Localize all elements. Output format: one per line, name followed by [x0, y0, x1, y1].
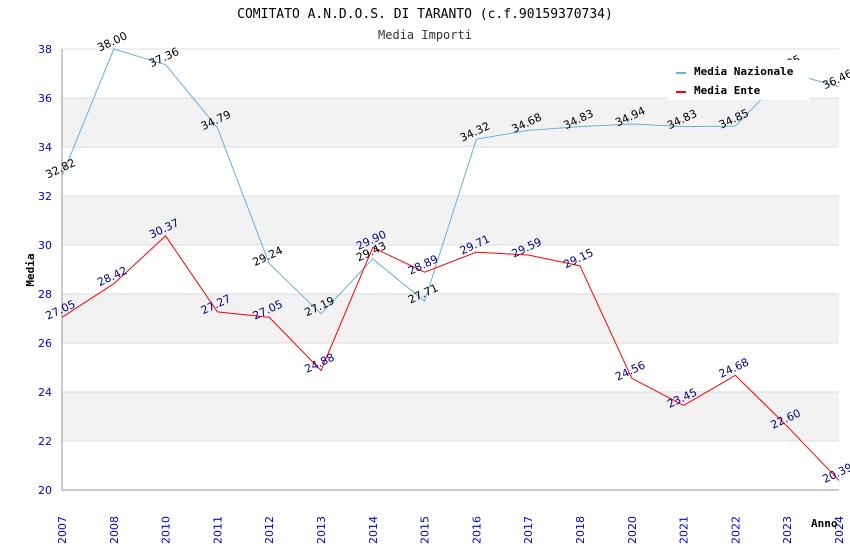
grid-band [62, 343, 839, 392]
legend: Media Nazionale Media Ente [668, 60, 809, 100]
chart-subtitle: Media Importi [378, 28, 472, 42]
x-tick-label: 2008 [108, 516, 121, 544]
y-tick-label: 36 [38, 92, 52, 105]
y-tick-label: 28 [38, 288, 52, 301]
grid-band [62, 441, 839, 490]
x-tick-label: 2017 [522, 516, 535, 544]
series-lines [61, 48, 840, 481]
x-tick-label: 2020 [626, 516, 639, 544]
y-tick-label: 30 [38, 239, 52, 252]
x-tick-label: 2014 [367, 516, 380, 544]
y-tick-label: 22 [38, 435, 52, 448]
x-tick-label: 2007 [56, 516, 69, 544]
x-tick-label: 2011 [211, 516, 224, 544]
x-tick-label: 2012 [263, 516, 276, 544]
x-tick-label: 2024 [833, 516, 846, 544]
y-tick-label: 34 [38, 141, 52, 154]
x-tick-labels: 2007 2008 2010 2011 2012 2013 2014 2015 2016 2017… [56, 516, 846, 544]
x-tick-label: 2022 [729, 516, 742, 544]
x-tick-label: 2016 [470, 516, 483, 544]
y-tick-label: 26 [38, 337, 52, 350]
grid-bands [62, 49, 839, 490]
y-tick-labels: 20 22 24 26 28 30 32 34 36 38 [38, 43, 52, 497]
grid-band [62, 147, 839, 196]
y-tick-label: 20 [38, 484, 52, 497]
x-axis-label: Anno [811, 517, 838, 530]
grid-band [62, 98, 839, 147]
y-tick-label: 32 [38, 190, 52, 203]
x-tick-label: 2021 [678, 516, 691, 544]
legend-label-media-nazionale: Media Nazionale [694, 65, 794, 78]
grid-band [62, 294, 839, 343]
grid-band [62, 392, 839, 441]
y-axis-label: Media [24, 253, 37, 286]
series-line-media-ente [61, 235, 840, 481]
chart-title: COMITATO A.N.D.O.S. DI TARANTO (c.f.9015… [237, 7, 613, 22]
y-tick-label: 38 [38, 43, 52, 56]
x-tick-label: 2010 [160, 516, 173, 544]
x-tick-label: 2015 [419, 516, 432, 544]
x-tick-label: 2018 [574, 516, 587, 544]
legend-label-media-ente: Media Ente [694, 84, 761, 97]
series-line-media-nazionale [61, 48, 840, 315]
x-tick-label: 2013 [315, 516, 328, 544]
legend-background [668, 60, 809, 100]
grid-band [62, 245, 839, 294]
x-tick-label: 2023 [781, 516, 794, 544]
y-tick-label: 24 [38, 386, 52, 399]
